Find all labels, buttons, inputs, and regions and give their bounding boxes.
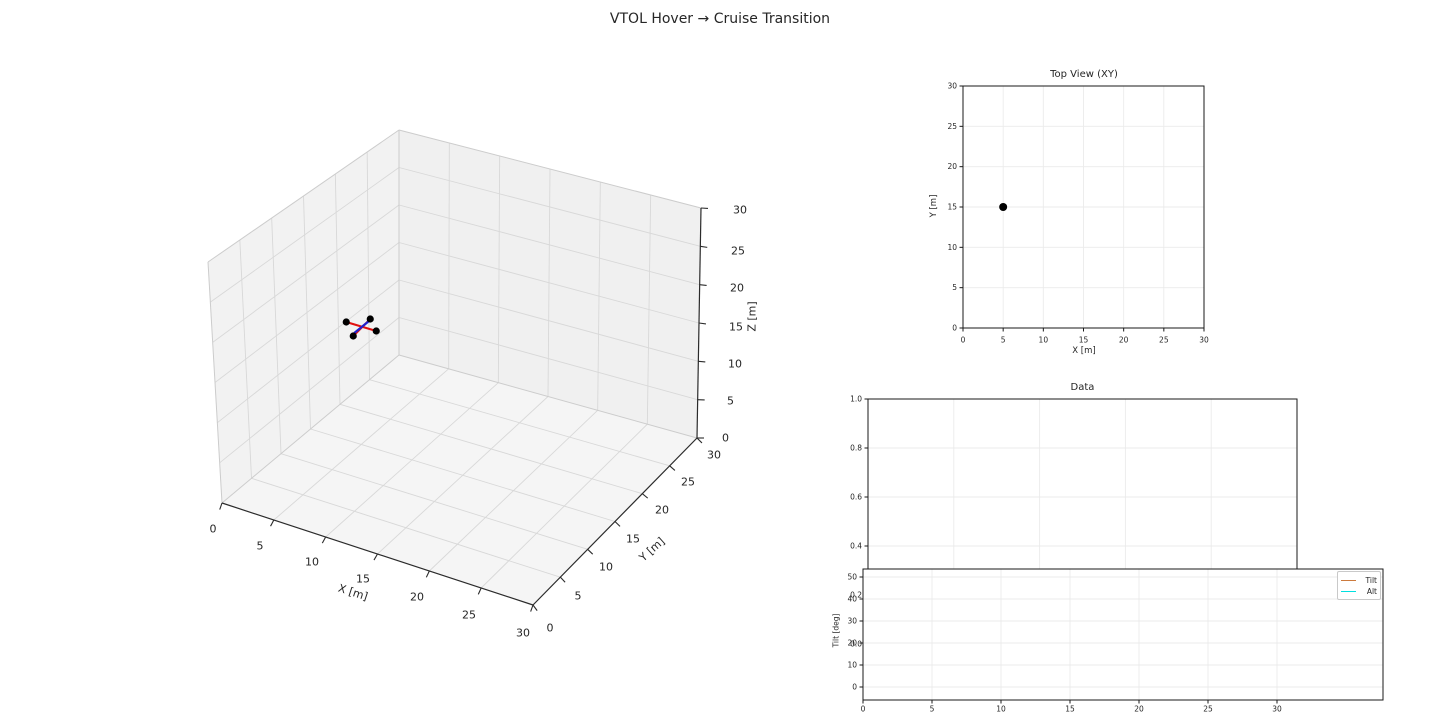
svg-text:10: 10 [947, 243, 957, 252]
data-title: Data [1070, 382, 1095, 393]
svg-text:20: 20 [410, 591, 424, 604]
svg-text:10: 10 [1039, 336, 1049, 345]
svg-text:0: 0 [722, 432, 729, 445]
svg-text:30: 30 [1272, 705, 1282, 714]
svg-text:25: 25 [731, 245, 745, 258]
legend-label-tilt: Tilt [1365, 575, 1377, 585]
svg-text:0: 0 [210, 523, 217, 536]
svg-text:5: 5 [257, 540, 264, 553]
top-view-xlabel: X [m] [1072, 346, 1096, 356]
svg-text:40: 40 [847, 595, 857, 604]
svg-text:25: 25 [462, 609, 476, 622]
svg-text:0: 0 [961, 336, 966, 345]
svg-text:15: 15 [947, 203, 957, 212]
svg-text:1.0: 1.0 [850, 395, 862, 404]
svg-text:25: 25 [681, 476, 695, 489]
figure-suptitle: VTOL Hover → Cruise Transition [609, 11, 831, 27]
svg-text:20: 20 [847, 639, 857, 648]
svg-text:15: 15 [1065, 705, 1075, 714]
legend-item-tilt: Tilt [1341, 576, 1377, 585]
svg-text:0: 0 [861, 705, 866, 714]
alt-line-swatch [1341, 590, 1356, 592]
svg-text:5: 5 [952, 283, 957, 292]
tilt-ylabel: Tilt [deg] [831, 613, 841, 648]
axis3d-zlabel: Z [m] [745, 301, 759, 332]
svg-text:10: 10 [996, 705, 1006, 714]
svg-text:20: 20 [1134, 705, 1144, 714]
svg-text:10: 10 [847, 661, 857, 670]
axis3d-ylabel: Y [m] [636, 534, 668, 565]
svg-text:30: 30 [947, 82, 957, 91]
svg-text:25: 25 [1159, 336, 1169, 345]
svg-text:0.4: 0.4 [850, 542, 862, 551]
svg-text:20: 20 [1119, 336, 1129, 345]
svg-text:5: 5 [575, 590, 582, 603]
svg-text:30: 30 [733, 204, 747, 217]
legend-label-alt: Alt [1366, 586, 1377, 596]
svg-text:10: 10 [728, 358, 742, 371]
svg-text:0.2: 0.2 [850, 591, 862, 600]
svg-text:30: 30 [516, 627, 530, 640]
svg-text:20: 20 [947, 162, 957, 171]
svg-text:5: 5 [727, 395, 734, 408]
svg-text:5: 5 [1001, 336, 1006, 345]
svg-text:0.6: 0.6 [850, 493, 862, 502]
legend: Tilt Alt [1337, 571, 1381, 600]
svg-text:20: 20 [730, 282, 744, 295]
legend-item-alt: Alt [1341, 587, 1377, 596]
svg-text:0.0: 0.0 [850, 640, 862, 649]
svg-text:15: 15 [729, 321, 743, 334]
top-view-ylabel: Y [m] [929, 194, 939, 218]
svg-text:50: 50 [847, 573, 857, 582]
svg-text:0: 0 [547, 622, 554, 635]
svg-text:10: 10 [599, 561, 613, 574]
svg-text:5: 5 [930, 705, 935, 714]
svg-text:0: 0 [852, 683, 857, 692]
svg-text:15: 15 [1079, 336, 1089, 345]
svg-text:15: 15 [356, 573, 370, 586]
svg-text:25: 25 [1203, 705, 1213, 714]
svg-text:20: 20 [655, 504, 669, 517]
axis3d-xlabel: X [m] [336, 581, 370, 604]
svg-text:30: 30 [1199, 336, 1209, 345]
svg-text:30: 30 [847, 617, 857, 626]
svg-text:0: 0 [952, 324, 957, 333]
svg-text:10: 10 [305, 556, 319, 569]
svg-text:30: 30 [707, 449, 721, 462]
svg-text:0.8: 0.8 [850, 444, 862, 453]
top-view-title: Top View (XY) [1050, 69, 1118, 80]
svg-text:15: 15 [626, 533, 640, 546]
tilt-line-swatch [1341, 579, 1356, 581]
svg-text:25: 25 [947, 122, 957, 131]
